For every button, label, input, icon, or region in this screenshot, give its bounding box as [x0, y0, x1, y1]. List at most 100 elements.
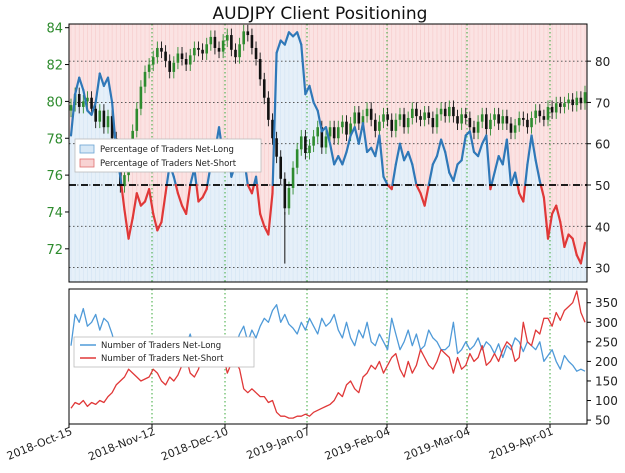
percent-tick-label: 80 [595, 55, 610, 69]
price-candle [497, 114, 500, 124]
percent-line-segment [476, 142, 484, 158]
price-candle [316, 127, 320, 137]
percent-line-segment [485, 134, 492, 187]
price-candle [526, 119, 529, 128]
price-tick-label: 82 [46, 59, 63, 74]
price-candle [295, 149, 299, 168]
price-candle [332, 127, 336, 139]
price-candle [258, 59, 262, 80]
percent-line-segment [308, 84, 315, 104]
percent-line-segment [123, 208, 130, 240]
percent-line-segment [255, 183, 262, 215]
percent-line-segment [283, 31, 291, 46]
price-candle [287, 188, 291, 209]
legend-swatch-net-short [79, 158, 95, 168]
percent-line-segment [250, 183, 256, 195]
percent-line-segment [513, 171, 519, 187]
percent-line-segment [94, 72, 101, 104]
percent-line-segment [559, 221, 566, 249]
price-candle [90, 97, 93, 109]
percent-line-segment [316, 109, 323, 133]
percent-line-segment [444, 150, 451, 174]
percent-line-segment [534, 159, 541, 182]
percent-tick-label: 50 [595, 179, 610, 193]
price-candle [398, 114, 402, 120]
price-candle [361, 116, 365, 124]
count-tick-label: 250 [595, 335, 618, 349]
count-tick-label: 100 [595, 394, 618, 408]
price-candle [559, 103, 562, 107]
percent-line-segment [452, 163, 459, 182]
percent-line-segment [160, 192, 167, 224]
price-candle [349, 123, 352, 135]
percent-line-segment [131, 192, 138, 220]
percent-line-segment [546, 212, 554, 240]
percent-line-segment [119, 175, 123, 187]
price-candle [538, 110, 542, 117]
price-candle [365, 108, 369, 117]
price-candle [501, 116, 505, 124]
percent-line-segment [391, 163, 397, 187]
price-candle [550, 106, 554, 113]
percent-line-segment [516, 183, 521, 195]
price-candle [324, 136, 328, 148]
price-candle [246, 31, 250, 36]
x-axis-labels: 2018-Oct-15 2018-Nov-12 2018-Dec-10 2019-Ja… [5, 424, 555, 463]
percent-line-segment [69, 93, 77, 137]
price-candle [193, 47, 196, 56]
percent-line-segment [407, 150, 414, 166]
price-candle [390, 119, 394, 131]
percent-line-segment [524, 163, 529, 187]
price-candle [160, 47, 163, 52]
price-candle [168, 60, 171, 72]
count-tick-label: 50 [595, 414, 610, 428]
price-candle [517, 117, 521, 126]
price-tick-label: 84 [46, 22, 63, 37]
percent-line-segment [120, 183, 126, 211]
price-candle [279, 156, 283, 179]
percent-line-segment [361, 121, 369, 154]
price-candle [571, 99, 574, 106]
price-candle [156, 47, 159, 58]
price-candle [250, 35, 254, 48]
percent-line-segment [90, 101, 97, 116]
percent-line-segment [267, 192, 274, 236]
price-candle [262, 79, 266, 98]
price-candle [242, 31, 246, 45]
x-tick-label: 2018-Nov-12 [86, 425, 157, 464]
price-candle [513, 125, 517, 133]
percent-line-segment [378, 134, 385, 178]
price-candle [534, 110, 537, 118]
percent-line-segment [539, 183, 545, 199]
percent-line-segment [345, 134, 352, 154]
price-candle [373, 119, 377, 131]
price-candle [221, 40, 225, 52]
price-candle [493, 114, 496, 120]
percent-line-segment [78, 76, 85, 92]
price-candle [439, 108, 443, 115]
price-candle [546, 106, 550, 120]
price-candle [312, 136, 315, 146]
bottom-plot-frame [68, 288, 588, 425]
price-candle [176, 53, 180, 63]
price-candle [184, 59, 188, 65]
price-candle [448, 106, 451, 117]
price-candle [509, 123, 513, 133]
price-candle [464, 114, 468, 118]
percent-line-segment [98, 72, 105, 88]
bottom-legend-box [73, 336, 255, 368]
price-candle [583, 92, 587, 104]
bottom-legend: Number of Traders Net-Long Number of Tra… [73, 336, 255, 368]
price-candle [238, 44, 241, 58]
count-tick-label: 150 [595, 374, 618, 388]
price-candle [341, 121, 344, 128]
percent-line-segment [195, 183, 200, 203]
x-tick-label: 2019-Feb-04 [323, 425, 392, 463]
percent-tick-label: 60 [595, 138, 610, 152]
price-candle [82, 101, 85, 107]
price-candle [336, 127, 340, 139]
price-candle [234, 49, 237, 58]
price-candle [386, 114, 389, 120]
x-tick-label: 2018-Oct-15 [5, 425, 74, 463]
percent-line-segment [259, 212, 266, 228]
